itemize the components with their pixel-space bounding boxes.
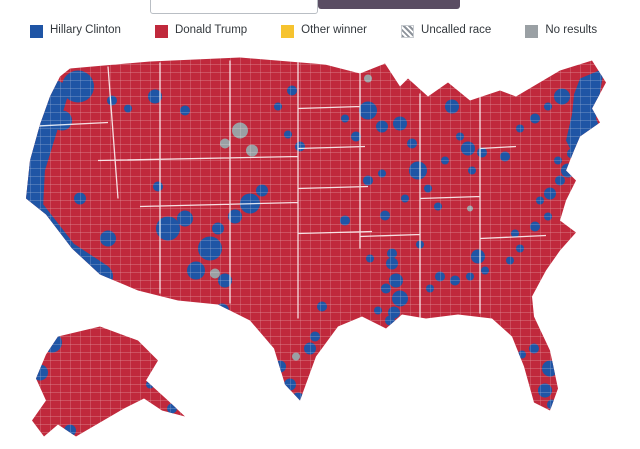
county-grid-lines	[26, 57, 606, 437]
legend-item-trump: Donald Trump	[154, 24, 248, 38]
search-input[interactable]	[150, 0, 318, 14]
us-county-results-map[interactable]	[0, 48, 640, 449]
state-border-lines	[27, 58, 547, 319]
legend-item-clinton: Hillary Clinton	[30, 24, 121, 38]
legend-label-other: Other winner	[301, 24, 368, 37]
topbar-action-button[interactable]	[318, 0, 460, 9]
topbar	[0, 0, 640, 14]
legend-item-uncalled: Uncalled race	[401, 24, 492, 38]
legend-label-trump: Donald Trump	[174, 24, 248, 37]
uncalled-race-hatched-swatch-icon	[401, 24, 415, 38]
legend-item-other: Other winner	[281, 24, 368, 38]
legend-label-clinton: Hillary Clinton	[50, 24, 121, 37]
legend-item-noresults: No results	[525, 24, 598, 38]
legend-label-uncalled: Uncalled race	[421, 24, 492, 37]
us-map-svg[interactable]	[0, 48, 640, 449]
trump-color-swatch-icon	[154, 24, 168, 38]
legend-label-noresults: No results	[545, 24, 598, 37]
no-results-color-swatch-icon	[525, 24, 539, 38]
map-legend: Hillary Clinton Donald Trump Other winne…	[0, 16, 640, 46]
clinton-color-swatch-icon	[30, 24, 43, 38]
other-winner-color-swatch-icon	[281, 24, 295, 38]
